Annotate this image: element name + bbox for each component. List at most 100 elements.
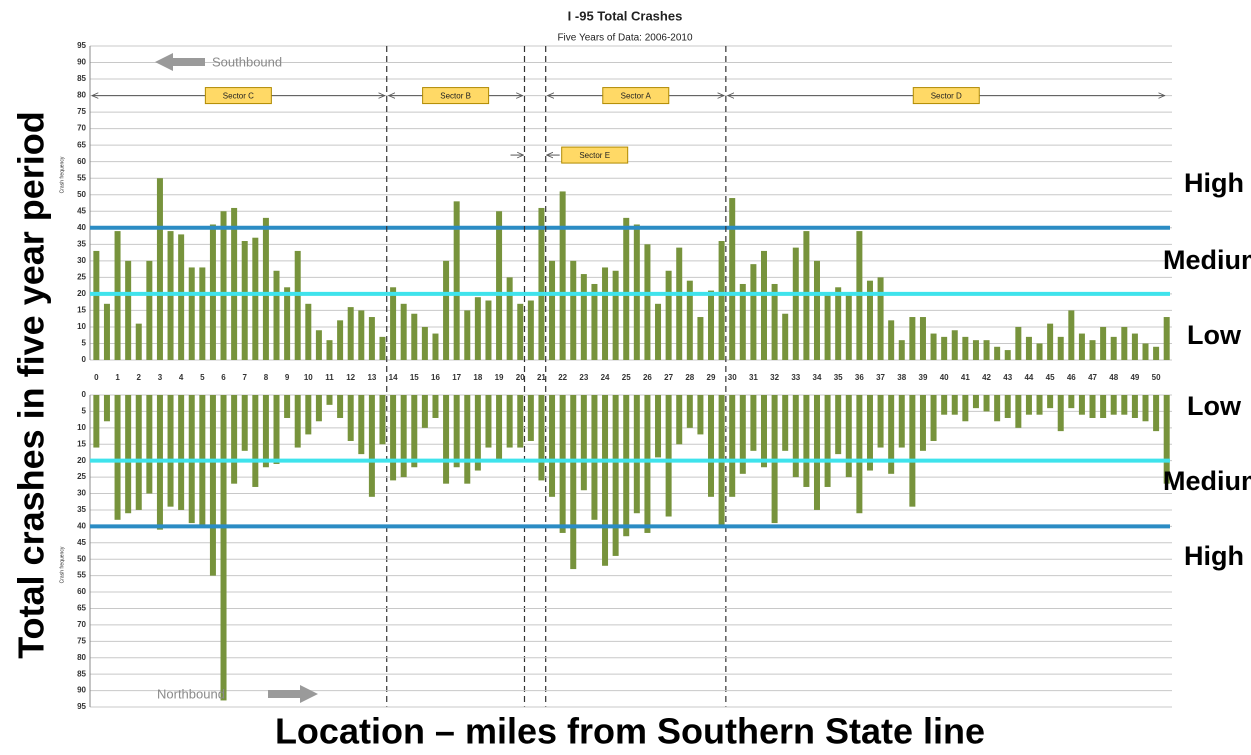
x-tick-label: 25 <box>622 373 631 382</box>
bar <box>443 260 450 360</box>
bar <box>972 340 979 360</box>
y-tick-label: 70 <box>77 124 86 133</box>
y-tick-label: 50 <box>77 554 86 563</box>
bar <box>729 395 736 497</box>
direction-arrow <box>155 53 205 71</box>
bar <box>655 395 662 458</box>
x-tick-label: 14 <box>389 373 398 382</box>
x-tick-label: 11 <box>325 373 334 382</box>
bar <box>580 274 587 360</box>
bar <box>485 300 492 360</box>
x-tick-label: 9 <box>285 373 290 382</box>
bar <box>474 297 481 360</box>
x-tick-label: 8 <box>264 373 269 382</box>
bar <box>368 395 375 497</box>
bar <box>326 340 333 360</box>
bar <box>231 207 238 360</box>
bar <box>220 395 227 701</box>
y-tick-label: 35 <box>77 505 86 514</box>
bar <box>866 395 873 471</box>
bar <box>919 395 926 451</box>
bar <box>527 395 534 441</box>
y-tick-label: 5 <box>82 407 87 416</box>
bar <box>284 287 291 360</box>
bar <box>708 290 715 360</box>
x-tick-label: 48 <box>1109 373 1118 382</box>
x-tick-label: 6 <box>221 373 226 382</box>
bar <box>1110 336 1117 360</box>
bar <box>866 280 873 360</box>
x-tick-label: 40 <box>940 373 949 382</box>
x-tick-label: 33 <box>791 373 800 382</box>
bar <box>877 395 884 448</box>
bar <box>252 395 259 487</box>
x-tick-label: 4 <box>179 373 184 382</box>
bar <box>273 395 280 464</box>
bar <box>856 395 863 514</box>
x-tick-label: 31 <box>749 373 758 382</box>
x-tick-label: 50 <box>1152 373 1161 382</box>
bar <box>951 395 958 415</box>
bar <box>919 317 926 360</box>
bar <box>411 313 418 360</box>
bar <box>591 395 598 520</box>
bar <box>1078 333 1085 360</box>
x-tick-label: 27 <box>664 373 673 382</box>
bar <box>760 250 767 360</box>
x-tick-label: 23 <box>579 373 588 382</box>
x-tick-label: 29 <box>707 373 716 382</box>
x-tick-label: 28 <box>685 373 694 382</box>
bar <box>697 317 704 360</box>
y-tick-label: 30 <box>77 256 86 265</box>
y-tick-label: 25 <box>77 272 86 281</box>
bar <box>178 395 185 510</box>
bar <box>1047 323 1054 360</box>
y-tick-label: 30 <box>77 489 86 498</box>
y-tick-label: 0 <box>82 390 87 399</box>
y-tick-label: 60 <box>77 157 86 166</box>
bar <box>1036 395 1043 415</box>
bar <box>411 395 418 468</box>
bar <box>506 395 513 448</box>
x-tick-label: 5 <box>200 373 205 382</box>
bar <box>686 280 693 360</box>
y-tick-label: 45 <box>77 538 86 547</box>
bar <box>443 395 450 484</box>
bar <box>146 395 153 494</box>
bar <box>739 395 746 474</box>
bar <box>877 277 884 360</box>
x-tick-label: 21 <box>537 373 546 382</box>
x-tick-label: 39 <box>919 373 928 382</box>
bar <box>813 260 820 360</box>
bar <box>241 395 248 451</box>
bar <box>379 336 386 360</box>
x-tick-label: 34 <box>813 373 822 382</box>
bar <box>1153 395 1160 432</box>
bar <box>591 283 598 360</box>
y-tick-label: 90 <box>77 58 86 67</box>
x-tick-label: 13 <box>367 373 376 382</box>
sector-label: Sector D <box>931 92 962 101</box>
y-tick-label: 80 <box>77 653 86 662</box>
bar <box>951 330 958 360</box>
bar <box>1110 395 1117 415</box>
x-tick-label: 37 <box>876 373 885 382</box>
bar <box>432 333 439 360</box>
bar <box>262 395 269 468</box>
bar <box>1015 395 1022 428</box>
x-tick-label: 24 <box>601 373 610 382</box>
bar <box>1089 395 1096 418</box>
bar <box>1025 336 1032 360</box>
sector-box <box>204 87 272 105</box>
sector-box <box>561 146 629 164</box>
bar <box>496 211 503 360</box>
bar <box>697 395 704 435</box>
x-tick-label: 38 <box>897 373 906 382</box>
y-tick-label: 15 <box>77 306 86 315</box>
bar <box>1004 350 1011 360</box>
bar <box>602 267 609 360</box>
y-tick-label: 85 <box>77 74 86 83</box>
x-tick-label: 36 <box>855 373 864 382</box>
bar <box>135 323 142 360</box>
zone-label: Low <box>1187 391 1242 421</box>
